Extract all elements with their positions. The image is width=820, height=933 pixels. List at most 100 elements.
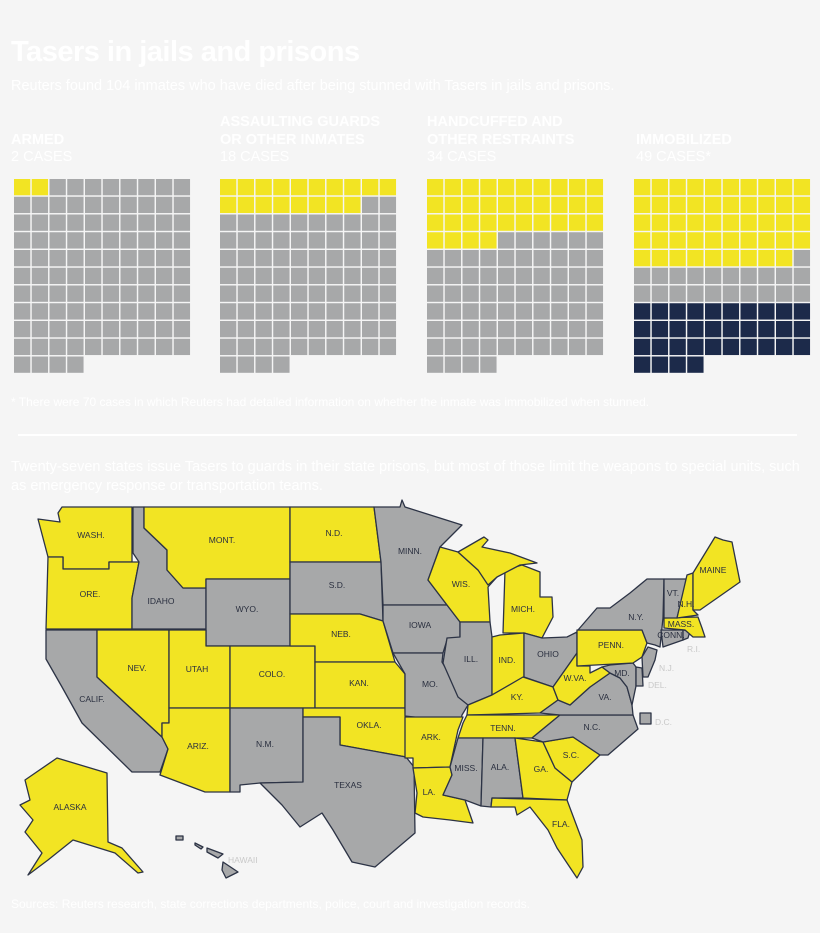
waffle-cell-gray xyxy=(379,232,397,249)
waffle-cell-gray xyxy=(31,338,49,356)
waffle-cell-gray xyxy=(444,356,462,373)
waffle-cell-gray xyxy=(14,232,31,249)
waffle-cell-yellow xyxy=(705,232,722,249)
state-de xyxy=(635,666,644,687)
waffle-cell-gray xyxy=(362,214,379,231)
waffle-cell-gray xyxy=(362,303,379,320)
waffle-cell-gray xyxy=(634,267,651,285)
waffle-cell-gray xyxy=(498,321,515,338)
state-label-az: ARIZ. xyxy=(187,741,209,751)
waffle-cell-yellow xyxy=(427,179,444,196)
state-label-ky: KY. xyxy=(511,692,524,702)
waffle-cell-gray xyxy=(138,250,155,267)
waffle-cell-yellow xyxy=(427,232,444,249)
waffle-cell-navy xyxy=(740,303,757,320)
waffle-cell-gray xyxy=(255,285,272,302)
waffle-cell-gray xyxy=(14,321,31,338)
waffle-cell-gray xyxy=(49,303,66,320)
waffle-cell-gray xyxy=(326,285,343,302)
waffle-cell-gray xyxy=(379,285,397,302)
waffle-cell-gray xyxy=(344,232,361,249)
waffle-cell-yellow xyxy=(634,179,651,196)
waffle-cell-yellow xyxy=(705,196,722,214)
waffle-cell-gray xyxy=(379,196,397,214)
waffle-cell-gray xyxy=(462,303,479,320)
waffle-cell-gray xyxy=(120,232,137,249)
waffle-cell-gray xyxy=(31,196,49,214)
waffle-cell-gray xyxy=(344,267,361,285)
waffle-cell-yellow xyxy=(569,214,586,231)
waffle-cell-gray xyxy=(651,267,669,285)
waffle-cell-yellow xyxy=(758,250,775,267)
waffle-cell-yellow xyxy=(480,179,497,196)
state-label-co: COLO. xyxy=(259,669,285,679)
waffle-cell-yellow xyxy=(444,214,462,231)
waffle-cell-yellow xyxy=(427,214,444,231)
waffle-cell-navy xyxy=(740,321,757,338)
state-label-nv: NEV. xyxy=(127,663,146,673)
waffle-cell-gray xyxy=(326,321,343,338)
waffle-cell-gray xyxy=(498,285,515,302)
waffle-cell-gray xyxy=(344,214,361,231)
waffle-cell-gray xyxy=(480,285,497,302)
state-hi xyxy=(221,861,239,879)
divider xyxy=(18,434,797,436)
waffle-cell-gray xyxy=(308,214,326,231)
waffle-cell-gray xyxy=(362,338,379,356)
subtitle: Reuters found 104 inmates who have died … xyxy=(11,78,615,94)
state-label-tx: TEXAS xyxy=(334,780,362,790)
waffle-cell-gray xyxy=(362,250,379,267)
waffle-cell-gray xyxy=(173,338,191,356)
waffle-cell-gray xyxy=(551,267,568,285)
waffle-cell-yellow xyxy=(651,196,669,214)
waffle-cell-gray xyxy=(533,285,550,302)
waffle-cell-yellow xyxy=(462,232,479,249)
waffle-cell-gray xyxy=(480,356,497,373)
waffle-cell-gray xyxy=(85,232,102,249)
waffle-cell-gray xyxy=(255,356,272,373)
waffle-cell-gray xyxy=(173,179,191,196)
waffle-cell-yellow xyxy=(776,196,793,214)
waffle-cell-gray xyxy=(533,303,550,320)
waffle-cell-gray xyxy=(569,267,586,285)
waffle-cell-gray xyxy=(120,196,137,214)
waffle-cell-gray xyxy=(156,250,173,267)
state-hi xyxy=(175,835,184,841)
waffle-cell-yellow xyxy=(687,232,704,249)
waffle-cell-gray xyxy=(49,356,66,373)
waffle-cell-gray xyxy=(379,338,397,356)
waffle-cell-gray xyxy=(427,356,444,373)
panel-heading-line: OR OTHER INMATES xyxy=(220,132,365,148)
state-label-mi: MICH. xyxy=(511,604,535,614)
waffle-cell-gray xyxy=(255,214,272,231)
waffle-cell-yellow xyxy=(237,196,255,214)
waffle-cell-gray xyxy=(14,285,31,302)
waffle-cell-gray xyxy=(31,232,49,249)
waffle-cell-gray xyxy=(67,303,84,320)
waffle-cell-gray xyxy=(291,232,308,249)
waffle-cell-yellow xyxy=(776,232,793,249)
waffle-cell-yellow xyxy=(740,196,757,214)
waffle-cell-gray xyxy=(551,250,568,267)
waffle-cell-gray xyxy=(379,250,397,267)
panel-heading-armed: ARMED xyxy=(11,113,64,149)
waffle-cell-gray xyxy=(533,267,550,285)
waffle-cell-gray xyxy=(480,338,497,356)
waffle-cell-navy xyxy=(687,303,704,320)
waffle-cell-gray xyxy=(379,214,397,231)
waffle-cell-navy xyxy=(687,356,704,373)
waffle-cell-gray xyxy=(255,250,272,267)
state-label-nj: N.J. xyxy=(659,663,674,673)
state-label-ut: UTAH xyxy=(186,664,209,674)
waffle-cell-gray xyxy=(138,321,155,338)
waffle-cell-yellow xyxy=(480,196,497,214)
waffle-cell-yellow xyxy=(551,179,568,196)
waffle-cell-navy xyxy=(793,303,811,320)
state-label-de: DEL. xyxy=(648,680,667,690)
waffle-cell-gray xyxy=(49,267,66,285)
waffle-cell-yellow xyxy=(740,232,757,249)
waffle-cell-yellow xyxy=(31,179,49,196)
waffle-cell-navy xyxy=(651,303,669,320)
waffle-cell-gray xyxy=(31,356,49,373)
